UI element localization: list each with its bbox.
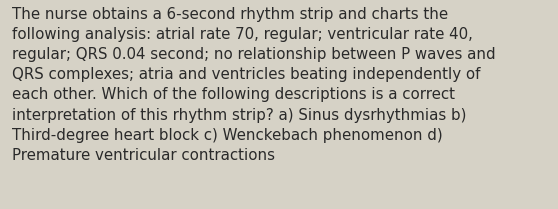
Text: The nurse obtains a 6-second rhythm strip and charts the
following analysis: atr: The nurse obtains a 6-second rhythm stri… xyxy=(12,7,496,163)
